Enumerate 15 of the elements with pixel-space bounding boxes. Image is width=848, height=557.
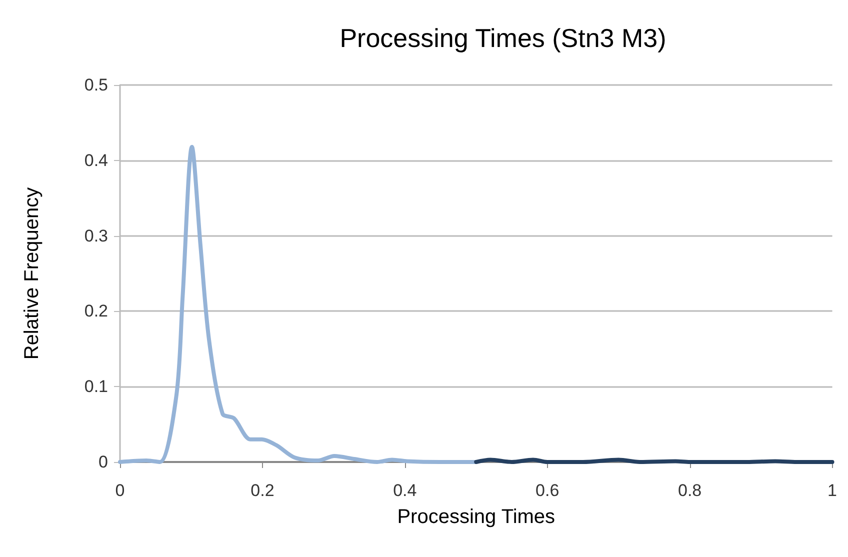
x-axis-title: Processing Times [397,506,556,528]
y-tick-label: 0.2 [84,302,108,321]
x-tick-label: 1 [828,481,838,500]
y-tick-label: 0.5 [84,76,108,94]
x-tick-label: 0.8 [678,481,702,500]
y-tick-label: 0.3 [84,226,108,246]
y-tick-label: 0.1 [84,377,108,396]
y-tick-label: 0 [98,452,108,472]
x-tick-label: 0.4 [393,481,417,500]
y-axis-title: Relative Frequency [21,187,43,360]
x-tick-label: 0.6 [536,481,560,500]
y-tick-label: 0.4 [84,150,108,170]
x-tick-label: 0.2 [250,481,274,500]
chart-title: Processing Times (Stn3 M3) [340,23,666,53]
x-tick-label: 0 [115,481,125,500]
